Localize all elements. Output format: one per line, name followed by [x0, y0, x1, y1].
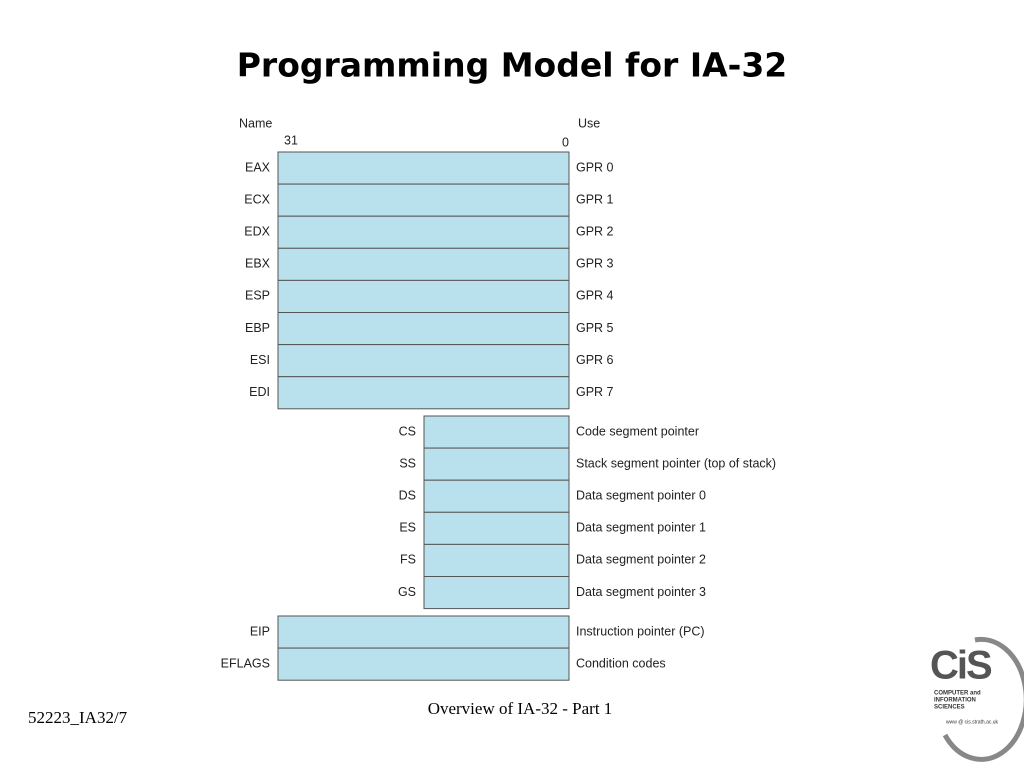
register-box	[277, 279, 570, 313]
register-box	[277, 615, 570, 649]
slide-title: Programming Model for IA-32	[237, 46, 788, 85]
register-box	[423, 576, 570, 610]
use-header: Use	[578, 116, 600, 130]
footer-title: Overview of IA-32 - Part 1	[428, 699, 613, 718]
register-use: GPR 3	[576, 257, 614, 271]
bit-lsb: 0	[562, 135, 569, 149]
logo-arc	[942, 636, 1024, 762]
register-use: Code segment pointer	[576, 424, 699, 438]
register-box	[277, 312, 570, 346]
register-name: ESI	[250, 353, 270, 367]
register-name: EDX	[244, 225, 270, 239]
register-use: GPR 7	[576, 385, 614, 399]
register-box	[277, 215, 570, 249]
logo-url: www @ cis.strath.ac.uk	[946, 719, 999, 725]
register-use: GPR 4	[576, 289, 614, 303]
register-name: EBP	[245, 321, 270, 335]
register-use: Instruction pointer (PC)	[576, 624, 705, 638]
slide-number: 52223_IA32/7	[28, 708, 128, 727]
logo: CiS COMPUTER and INFORMATION SCIENCES ww…	[930, 636, 1024, 762]
logo-text: INFORMATION	[934, 698, 976, 704]
register-use: GPR 0	[576, 160, 614, 174]
register-name: CS	[399, 424, 416, 438]
register-box	[277, 647, 570, 681]
register-box	[277, 247, 570, 281]
register-name: SS	[399, 456, 416, 470]
register-box	[423, 511, 570, 545]
register-use: Stack segment pointer (top of stack)	[576, 456, 776, 470]
register-use: Data segment pointer 1	[576, 521, 706, 535]
register-box	[277, 344, 570, 378]
register-use: Condition codes	[576, 656, 666, 670]
register-name: ES	[399, 521, 416, 535]
register-name: DS	[399, 489, 416, 503]
register-name: EDI	[249, 385, 270, 399]
name-header: Name	[239, 116, 272, 130]
register-use: Data segment pointer 2	[576, 553, 706, 567]
register-box	[423, 447, 570, 481]
register-use: Data segment pointer 3	[576, 585, 706, 599]
register-box	[277, 376, 570, 410]
register-name: FS	[400, 553, 416, 567]
register-box	[277, 151, 570, 185]
register-name: GS	[398, 585, 416, 599]
register-box	[423, 479, 570, 513]
register-box	[423, 543, 570, 578]
register-use: GPR 1	[576, 192, 614, 206]
bit-msb: 31	[284, 133, 298, 147]
register-name: EFLAGS	[221, 656, 270, 670]
register-name: EAX	[245, 160, 271, 174]
register-name: ECX	[244, 192, 270, 206]
logo-mark: CiS	[930, 644, 992, 688]
register-name: EIP	[250, 624, 270, 638]
register-box	[277, 183, 570, 217]
logo-text: SCIENCES	[934, 705, 965, 711]
register-use: GPR 2	[576, 225, 614, 239]
register-name: EBX	[245, 257, 271, 271]
register-use: GPR 6	[576, 353, 614, 367]
register-name: ESP	[245, 289, 270, 303]
logo-text: COMPUTER and	[934, 691, 981, 697]
register-use: GPR 5	[576, 321, 614, 335]
register-use: Data segment pointer 0	[576, 489, 706, 503]
register-box	[423, 415, 570, 449]
